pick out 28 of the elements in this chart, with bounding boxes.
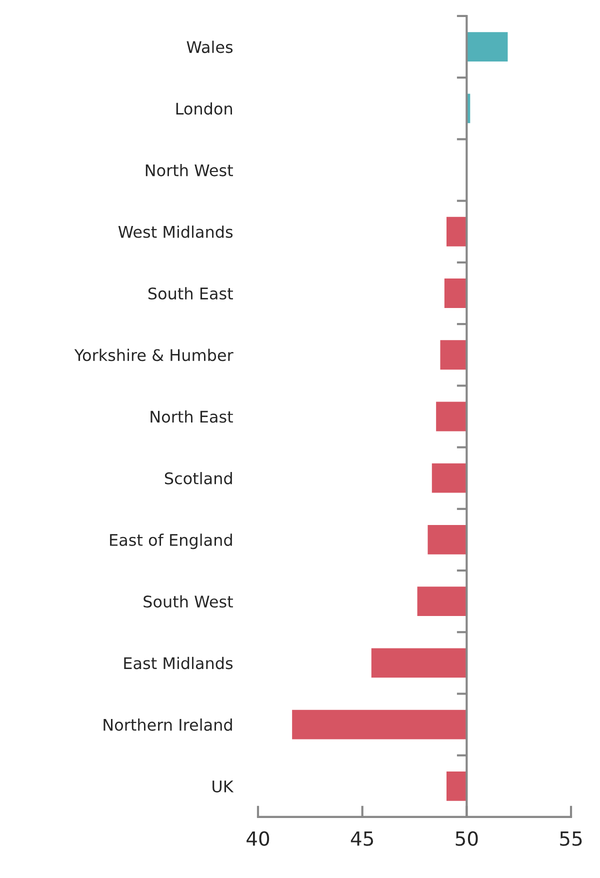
y-tick-label: London (176, 102, 232, 115)
bar (434, 400, 468, 433)
y-tick-label: South East (148, 287, 233, 300)
bar (438, 338, 468, 371)
x-tick-label: 40 (246, 831, 270, 846)
bar (416, 585, 468, 618)
bar (370, 646, 468, 680)
y-tick-label: North West (146, 164, 233, 176)
y-tick-label: Scotland (164, 472, 232, 484)
y-tick-label: East Midlands (124, 656, 233, 670)
y-tick-label: West Midlands (118, 226, 233, 238)
x-tick-label: 55 (560, 831, 582, 846)
y-tick-label: Northern Ireland (104, 718, 232, 731)
bar (426, 524, 468, 556)
y-tick-label: South West (144, 595, 233, 608)
y-tick-label: Yorkshire & Humber (74, 348, 234, 362)
bar (430, 462, 468, 494)
y-tick-label: Wales (186, 40, 233, 54)
y-tick-label: UK (212, 780, 234, 792)
bar (443, 277, 468, 310)
bar (290, 708, 468, 741)
bar (445, 216, 468, 248)
x-tick-label: 50 (456, 831, 478, 846)
y-tick-label: East of England (110, 534, 232, 550)
x-tick-label: 45 (350, 831, 374, 846)
y-tick-label: North East (150, 410, 233, 423)
bar (445, 770, 468, 802)
bar (466, 30, 510, 63)
